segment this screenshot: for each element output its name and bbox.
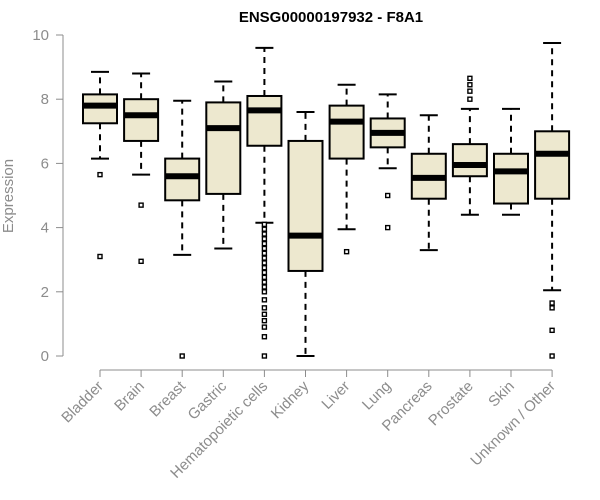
outlier-point [138, 258, 144, 265]
iqr-box [205, 101, 242, 195]
outlier-point [179, 353, 185, 359]
outlier-point [261, 255, 268, 261]
x-tick-label: Kidney [268, 377, 313, 422]
outlier-point [261, 311, 268, 317]
box-unknown-other [534, 42, 571, 359]
iqr-box [246, 94, 283, 147]
box-pancreas [410, 114, 447, 252]
iqr-box [82, 93, 118, 125]
iqr-box [534, 130, 571, 200]
outlier-point [261, 334, 268, 340]
y-tick-label: 4 [41, 220, 49, 237]
outlier-point [261, 226, 268, 232]
x-tick-label: Skin [485, 378, 518, 411]
y-tick-label: 8 [41, 91, 49, 108]
iqr-box [164, 157, 201, 202]
outlier-point [549, 353, 555, 359]
outlier-point [261, 279, 268, 285]
iqr-box [451, 143, 488, 178]
box-liver [328, 83, 365, 255]
x-tick-label: Lung [359, 378, 395, 414]
outlier-point [261, 231, 268, 237]
x-tick-label: Prostate [425, 378, 477, 430]
box-lung [369, 93, 406, 231]
iqr-box [123, 98, 160, 142]
x-tick-label: Liver [318, 378, 353, 413]
outlier-point [549, 300, 555, 306]
outlier-point [261, 289, 268, 295]
iqr-box [287, 139, 324, 272]
box-hematopoietic-cells [246, 46, 283, 359]
outlier-point [261, 240, 268, 247]
outlier-point [467, 82, 473, 88]
outlier-point [261, 317, 268, 324]
box-prostate [451, 75, 488, 216]
outlier-point [261, 324, 268, 330]
box-skin [493, 107, 529, 216]
outlier-point [261, 305, 268, 311]
outlier-point [385, 192, 391, 199]
box-kidney [287, 111, 324, 357]
outlier-point [261, 260, 268, 266]
outlier-point [138, 202, 144, 208]
x-tick-label: Bladder [58, 378, 107, 427]
outlier-point [261, 236, 268, 242]
outlier-point [97, 253, 103, 260]
outlier-point [261, 353, 268, 359]
outlier-point [467, 96, 473, 102]
box-brain [123, 72, 160, 265]
boxes [82, 42, 571, 359]
outlier-point [549, 327, 555, 334]
x-tick-label: Breast [146, 377, 189, 420]
outlier-point [549, 305, 555, 311]
box-breast [164, 99, 201, 359]
outlier-point [261, 245, 268, 252]
outlier-point [343, 248, 350, 255]
outlier-point [261, 265, 268, 271]
outlier-point [467, 88, 473, 94]
outlier-point [261, 274, 268, 281]
y-axis-label: Expression [0, 159, 17, 233]
outlier-point [385, 224, 391, 231]
y-tick-label: 6 [41, 155, 49, 172]
iqr-box [493, 152, 529, 205]
outlier-point [261, 250, 268, 256]
box-gastric [205, 80, 242, 250]
outlier-point [97, 171, 103, 178]
outlier-point [261, 284, 268, 290]
outlier-point [261, 221, 268, 228]
y-tick-label: 10 [32, 27, 49, 44]
outlier-point [261, 269, 268, 276]
iqr-box [328, 104, 365, 160]
chart-title: ENSG00000197932 - F8A1 [239, 9, 423, 26]
box-bladder [82, 70, 118, 260]
y-tick-label: 2 [41, 284, 49, 301]
outlier-point [261, 297, 268, 303]
y-tick-label: 0 [41, 348, 49, 365]
x-tick-label: Brain [111, 378, 148, 415]
outlier-point [467, 75, 473, 82]
